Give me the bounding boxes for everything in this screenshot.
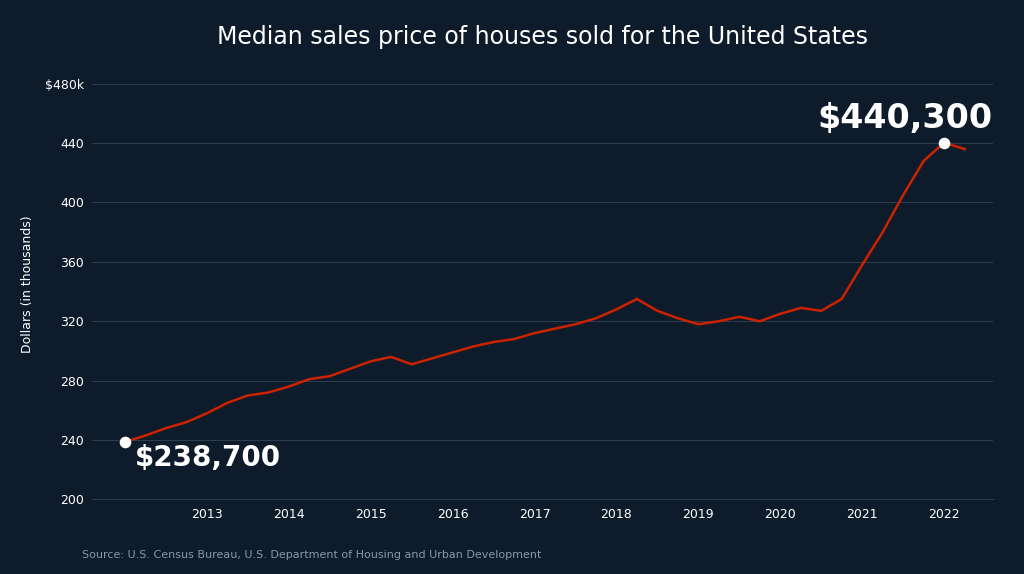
Text: $238,700: $238,700 [135, 444, 281, 472]
Y-axis label: Dollars (in thousands): Dollars (in thousands) [20, 215, 34, 353]
Point [936, 138, 952, 148]
Title: Median sales price of houses sold for the United States: Median sales price of houses sold for th… [217, 25, 868, 49]
Point [117, 437, 133, 447]
Text: $440,300: $440,300 [817, 102, 992, 135]
Text: Source: U.S. Census Bureau, U.S. Department of Housing and Urban Development: Source: U.S. Census Bureau, U.S. Departm… [82, 550, 542, 560]
